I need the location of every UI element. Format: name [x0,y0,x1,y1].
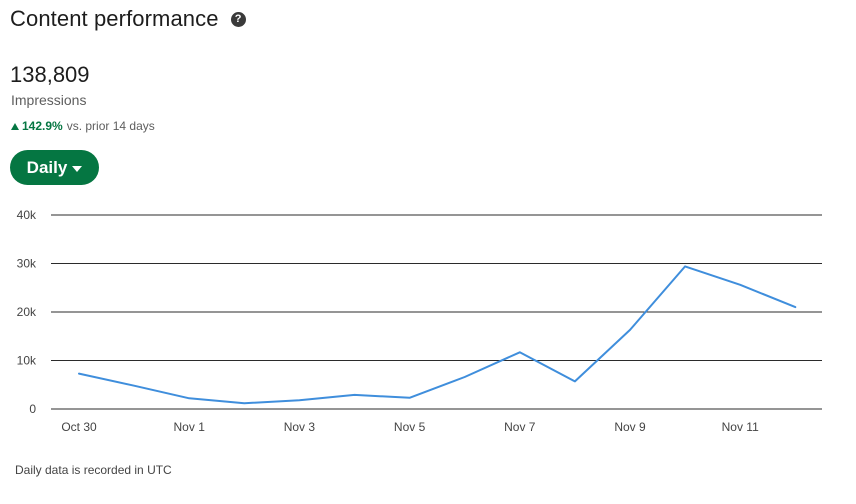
page-title: Content performance [10,6,219,31]
x-tick-label: Nov 9 [614,420,646,434]
y-tick-label: 0 [29,402,36,416]
question-circle-icon[interactable]: ? [230,11,246,27]
x-tick-label: Nov 1 [174,420,206,434]
caret-down-icon [72,165,83,172]
series-line [78,265,797,405]
x-tick-label: Nov 5 [394,420,426,434]
granularity-dropdown-button[interactable]: Daily [10,150,99,185]
metric-change: 142.9% vs. prior 14 days [11,119,155,133]
x-tick-label: Oct 30 [61,420,97,434]
x-tick-label: Nov 7 [504,420,536,434]
y-tick-label: 30k [17,257,37,271]
triangle-up-icon [11,122,19,130]
metric-change-percent: 142.9% [22,119,63,133]
header: Content performance ? [10,6,246,32]
metric-value: 138,809 [10,62,90,87]
y-tick-label: 40k [17,208,37,222]
x-tick-label: Nov 11 [722,420,759,434]
y-tick-label: 20k [17,305,37,319]
footnote: Daily data is recorded in UTC [15,463,172,477]
metric-label: Impressions [11,92,87,108]
x-tick-label: Nov 3 [284,420,316,434]
metric-change-text: vs. prior 14 days [66,119,155,133]
y-tick-label: 10k [17,354,37,368]
granularity-label: Daily [26,157,68,177]
